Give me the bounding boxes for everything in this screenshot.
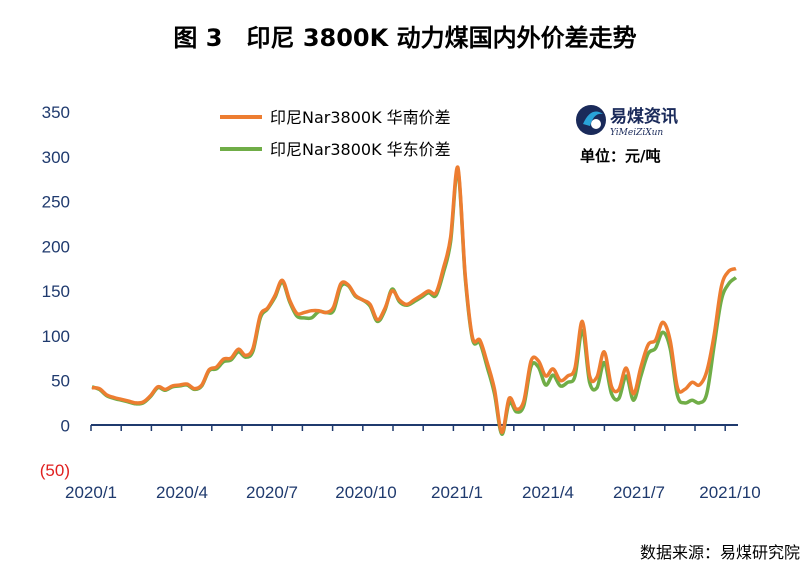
series-layer [91, 165, 738, 436]
y-tick-label: 350 [42, 103, 70, 122]
x-tick-label: 2021/10 [699, 483, 760, 502]
x-tick-label: 2020/7 [246, 483, 298, 502]
logo: 易煤资讯 YiMeiZiXun [576, 105, 678, 138]
legend-label-south: 印尼Nar3800K 华南价差 [270, 108, 451, 127]
source-note: 数据来源：易煤研究院 [640, 543, 800, 562]
x-tick-label: 2020/10 [335, 483, 396, 502]
x-tick-marks [90, 425, 726, 431]
unit-label: 单位：元/吨 [580, 147, 660, 165]
y-tick-label: 250 [42, 193, 70, 212]
y-tick-label: 150 [42, 282, 70, 301]
legend: 印尼Nar3800K 华南价差 印尼Nar3800K 华东价差 [220, 108, 451, 159]
x-tick-label: 2021/4 [522, 483, 574, 502]
x-tick-label: 2021/7 [613, 483, 665, 502]
chart-title: 图 3 印尼 3800K 动力煤国内外价差走势 [173, 24, 636, 52]
y-tick-label: 200 [42, 237, 70, 256]
x-tick-label: 2020/4 [156, 483, 208, 502]
legend-label-east: 印尼Nar3800K 华东价差 [270, 140, 451, 159]
y-tick-label: 300 [42, 148, 70, 167]
y-tick-label: 50 [51, 372, 70, 391]
series-line-south [91, 165, 737, 435]
y-tick-label: 0 [61, 416, 70, 435]
logo-icon [576, 105, 606, 135]
logo-name: 易煤资讯 [610, 106, 678, 127]
x-axis: 2020/1 2020/4 2020/7 2020/10 2021/1 2021/4 202… [65, 483, 761, 502]
y-axis: 350 300 250 200 150 100 50 0 (50) [40, 103, 70, 480]
x-tick-label: 2021/1 [431, 483, 483, 502]
y-tick-label: (50) [40, 461, 70, 480]
logo-subtitle: YiMeiZiXun [610, 128, 663, 138]
y-tick-label: 100 [42, 327, 70, 346]
x-tick-label: 2020/1 [65, 483, 117, 502]
